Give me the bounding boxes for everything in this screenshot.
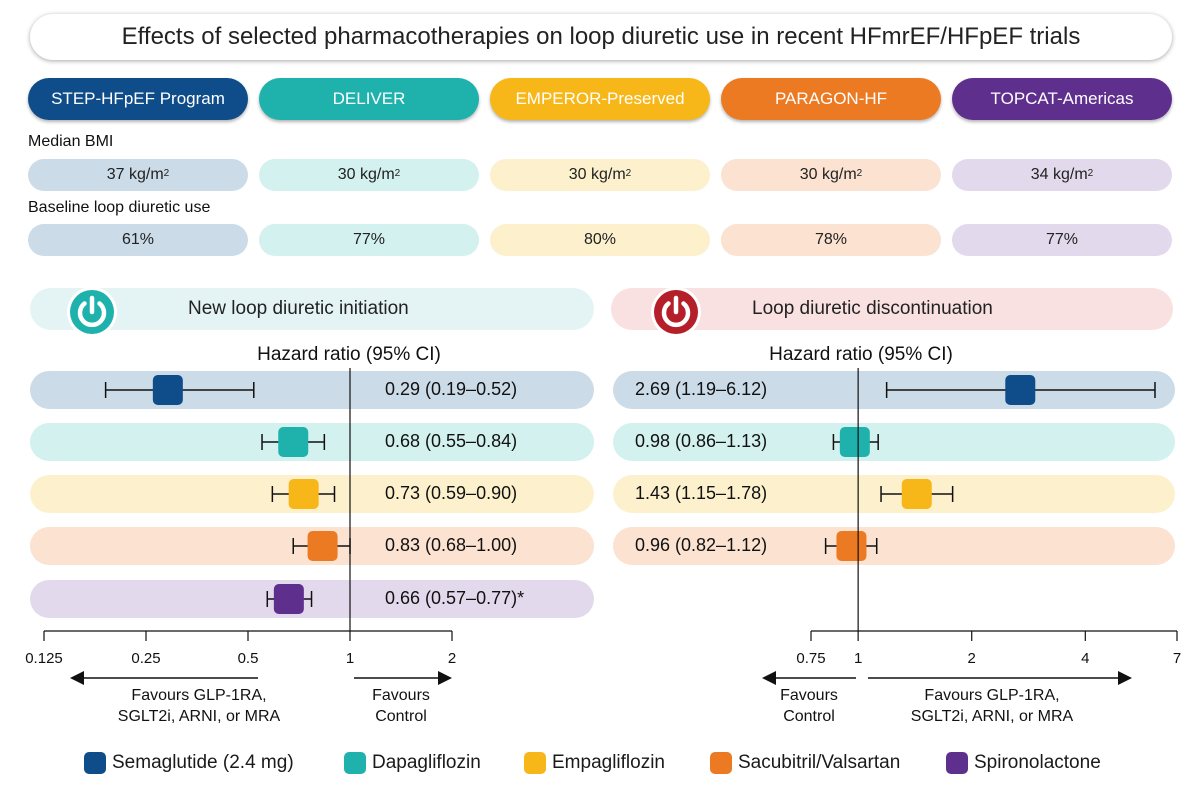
x-tick-label: 4 — [1081, 650, 1089, 667]
hr-marker — [273, 584, 304, 614]
x-tick-label: 0.125 — [25, 650, 63, 667]
hr-marker — [152, 375, 183, 405]
figure-title: Effects of selected pharmacotherapies on… — [30, 14, 1172, 60]
trial-pill-paragon-hf: PARAGON-HF — [721, 78, 941, 120]
median-bmi-label: Median BMI — [28, 133, 114, 150]
loop-use-paragon-hf: 78% — [721, 224, 941, 256]
axis-title-initiation: Hazard ratio (95% CI) — [257, 344, 441, 365]
baseline-loop-label: Baseline loop diuretic use — [28, 199, 211, 216]
favours-left-label: Control — [783, 708, 835, 725]
hr-label: 0.68 (0.55–0.84) — [385, 431, 517, 451]
hr-label: 0.73 (0.59–0.90) — [385, 483, 517, 503]
hr-label: 1.43 (1.15–1.78) — [635, 483, 767, 503]
panel-title-initiation: New loop diuretic initiation — [188, 298, 409, 319]
forest-row-bg — [613, 527, 1175, 565]
hr-label: 0.96 (0.82–1.12) — [635, 535, 767, 555]
panel-header-discontinuation: Loop diuretic discontinuation — [611, 288, 1173, 330]
trial-pill-topcat-americas: TOPCAT-Americas — [952, 78, 1172, 120]
bmi-emperor-preserved: 30 kg/m 2 — [490, 159, 710, 191]
bmi-topcat-americas: 34 kg/m 2 — [952, 159, 1172, 191]
loop-use-step-hfpef: 61% — [28, 224, 248, 256]
x-tick-label: 0.5 — [238, 650, 259, 667]
favours-arrowhead-right — [438, 671, 452, 685]
legend-label: Spironolactone — [974, 752, 1101, 773]
favours-right-label: SGLT2i, ARNI, or MRA — [911, 708, 1074, 725]
trial-pill-deliver: DELIVER — [259, 78, 479, 120]
legend-label: Empagliflozin — [552, 752, 665, 773]
forest-row-bg — [613, 423, 1175, 461]
legend-item-spironolactone: Spironolactone — [946, 748, 1101, 778]
favours-arrowhead-right — [1118, 671, 1132, 685]
favours-right-label: Control — [375, 708, 427, 725]
legend-item-empagliflozin: Empagliflozin — [524, 748, 665, 778]
legend-label: Sacubitril/Valsartan — [738, 752, 901, 773]
legend-swatch — [710, 752, 732, 774]
favours-right-label: Favours — [372, 687, 430, 704]
hr-label: 0.98 (0.86–1.13) — [635, 431, 767, 451]
bmi-deliver: 30 kg/m 2 — [259, 159, 479, 191]
hr-marker — [836, 531, 867, 561]
bmi-step-hfpef: 37 kg/m 2 — [28, 159, 248, 191]
x-tick-label: 7 — [1173, 650, 1181, 667]
legend: Semaglutide (2.4 mg) Dapagliflozin Empag… — [0, 748, 1200, 778]
favours-left-label: SGLT2i, ARNI, or MRA — [118, 708, 281, 725]
hr-label: 0.66 (0.57–0.77)* — [385, 588, 524, 608]
legend-swatch — [344, 752, 366, 774]
x-tick-label: 1 — [854, 650, 862, 667]
loop-use-deliver: 77% — [259, 224, 479, 256]
favours-arrowhead-left — [762, 671, 776, 685]
hr-marker — [1005, 375, 1036, 405]
legend-swatch — [84, 752, 106, 774]
legend-label: Dapagliflozin — [372, 752, 481, 773]
hr-marker — [278, 427, 309, 457]
hr-label: 0.29 (0.19–0.52) — [385, 379, 517, 399]
power-icon — [67, 287, 117, 337]
loop-use-emperor-preserved: 80% — [490, 224, 710, 256]
legend-swatch — [946, 752, 968, 774]
panel-title-discontinuation: Loop diuretic discontinuation — [752, 298, 993, 319]
legend-item-dapagliflozin: Dapagliflozin — [344, 748, 481, 778]
trial-pill-emperor-preserved: EMPEROR-Preserved — [490, 78, 710, 120]
favours-left-label: Favours — [780, 687, 838, 704]
legend-item-sacubitril-valsartan: Sacubitril/Valsartan — [710, 748, 900, 778]
x-tick-label: 2 — [968, 650, 976, 667]
power-icon — [651, 287, 701, 337]
hr-marker — [839, 427, 870, 457]
legend-label: Semaglutide (2.4 mg) — [112, 752, 294, 773]
bmi-paragon-hf: 30 kg/m 2 — [721, 159, 941, 191]
trial-pill-step-hfpef: STEP-HFpEF Program — [28, 78, 248, 120]
legend-swatch — [524, 752, 546, 774]
x-tick-label: 1 — [346, 650, 354, 667]
hr-label: 2.69 (1.19–6.12) — [635, 379, 767, 399]
panel-header-initiation: New loop diuretic initiation — [30, 288, 594, 330]
hr-marker — [901, 479, 932, 509]
hr-label: 0.83 (0.68–1.00) — [385, 535, 517, 555]
hr-marker — [288, 479, 319, 509]
axis-title-discontinuation: Hazard ratio (95% CI) — [769, 344, 953, 365]
x-tick-label: 0.25 — [131, 650, 160, 667]
loop-use-topcat-americas: 77% — [952, 224, 1172, 256]
favours-right-label: Favours GLP-1RA, — [924, 687, 1059, 704]
hr-marker — [307, 531, 338, 561]
favours-arrowhead-left — [70, 671, 84, 685]
x-tick-label: 0.75 — [796, 650, 825, 667]
favours-left-label: Favours GLP-1RA, — [131, 687, 266, 704]
x-tick-label: 2 — [448, 650, 456, 667]
legend-item-semaglutide: Semaglutide (2.4 mg) — [84, 748, 294, 778]
